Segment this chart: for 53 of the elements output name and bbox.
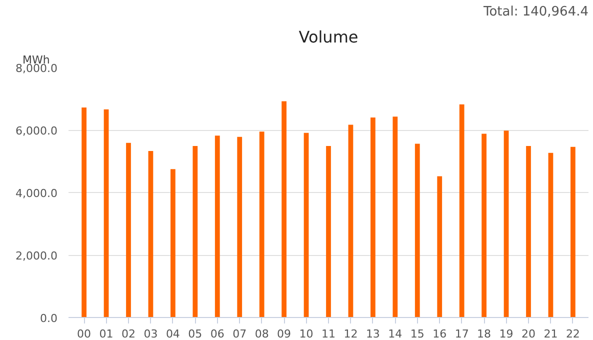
bar xyxy=(370,118,376,318)
bar xyxy=(348,124,354,318)
bar xyxy=(192,146,198,318)
bar xyxy=(82,108,86,318)
bar xyxy=(148,150,154,318)
x-tick-label: 17 xyxy=(454,328,469,340)
x-tick-label: 03 xyxy=(144,328,158,340)
bar xyxy=(459,104,464,318)
bar xyxy=(570,146,576,318)
y-tick-label: 8,000.0 xyxy=(16,62,58,75)
x-tick-label: 21 xyxy=(544,328,558,340)
x-tick-label: 10 xyxy=(299,328,314,340)
x-tick-label: 16 xyxy=(432,328,447,340)
x-tick-label: 18 xyxy=(477,328,492,340)
x-tick-label: 08 xyxy=(254,328,269,340)
bar xyxy=(304,132,309,318)
x-tick-label: 13 xyxy=(366,328,380,340)
bar xyxy=(482,134,486,318)
bar xyxy=(282,101,286,318)
x-tick-label: 01 xyxy=(99,328,114,340)
bar xyxy=(214,136,220,318)
bar xyxy=(548,152,554,318)
y-tick-label: 4,000.0 xyxy=(16,187,58,200)
x-tick-label: 15 xyxy=(410,328,424,340)
bar xyxy=(104,109,109,318)
x-tick-label: 20 xyxy=(522,328,536,340)
x-tick-label: 07 xyxy=(232,328,247,340)
bar xyxy=(237,136,242,318)
x-tick-label: 06 xyxy=(210,328,224,340)
y-tick-label: 2,000.0 xyxy=(16,250,58,262)
text: Total: 140,964.4 xyxy=(482,4,589,20)
bar xyxy=(392,116,398,318)
x-tick-label: 11 xyxy=(322,328,336,340)
bar xyxy=(170,169,176,318)
y-tick-label: 6,000.0 xyxy=(16,124,58,138)
bar xyxy=(504,130,509,318)
x-tick-label: 14 xyxy=(388,328,402,340)
bar xyxy=(526,146,531,318)
x-tick-label: 22 xyxy=(566,328,580,340)
bar xyxy=(326,146,331,318)
bar xyxy=(259,132,264,318)
bar xyxy=(437,176,442,318)
x-tick-label: 00 xyxy=(77,328,92,340)
x-tick-label: 19 xyxy=(499,328,514,340)
chart-title: Volume xyxy=(298,28,358,46)
x-tick-label: 05 xyxy=(188,328,202,340)
bar xyxy=(414,144,420,318)
bar xyxy=(126,142,131,318)
x-tick-label: 09 xyxy=(277,328,292,340)
x-tick-label: 12 xyxy=(344,328,358,340)
x-tick-label: 04 xyxy=(166,328,180,340)
y-tick-label: 0.0 xyxy=(40,312,58,325)
x-tick-label: 02 xyxy=(122,328,136,340)
